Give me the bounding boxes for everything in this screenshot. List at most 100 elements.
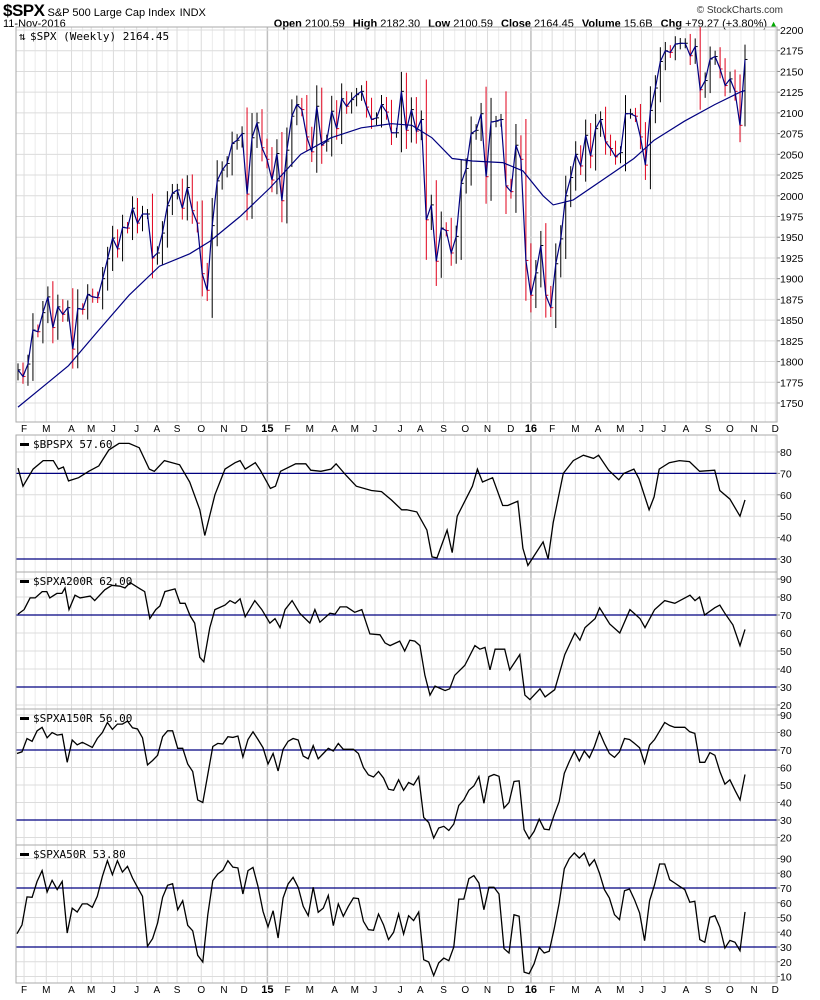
y-tick-label: 80 <box>780 447 792 459</box>
month-label: M <box>351 985 359 996</box>
y-tick-label: 1850 <box>780 315 804 327</box>
y-tick-label: 80 <box>780 868 792 880</box>
month-label: A <box>417 985 424 996</box>
month-label: N <box>220 985 227 996</box>
y-tick-label: 1925 <box>780 253 804 265</box>
month-label: J <box>372 985 377 996</box>
y-tick-label: 50 <box>780 646 792 658</box>
y-tick-label: 30 <box>780 554 792 566</box>
month-label: D <box>241 985 248 996</box>
month-label: J <box>661 985 666 996</box>
month-label: A <box>683 985 690 996</box>
x-axis-top: F M A M J J A S O N D 15 F M A M J J A S O N D 16 F M A M J J A S O N D <box>21 423 779 435</box>
month-label: O <box>726 985 734 996</box>
y-tick-label: 20 <box>780 833 792 845</box>
month-label: O <box>197 424 205 435</box>
y-tick-label: 1800 <box>780 357 804 369</box>
indicator-plot-4 <box>16 851 746 978</box>
month-label: J <box>398 985 403 996</box>
y-tick-label: 70 <box>780 883 792 895</box>
indicator-legend-label: $SPXA50R 53.80 <box>33 848 126 861</box>
indicator-line <box>16 851 746 978</box>
indicator-legend-3: $SPXA150R 56.00 <box>20 712 132 725</box>
month-label: J <box>398 424 403 435</box>
month-label: J <box>639 985 644 996</box>
month-label: A <box>417 424 424 435</box>
month-label: S <box>174 424 181 435</box>
y-tick-label: 2175 <box>780 46 804 58</box>
month-label: M <box>42 985 50 996</box>
month-label: 15 <box>261 423 273 435</box>
month-label: J <box>134 424 139 435</box>
panel-border <box>15 434 778 573</box>
indicator-plot-1 <box>17 442 746 567</box>
y-tick-label: 50 <box>780 511 792 523</box>
y-tick-label: 70 <box>780 610 792 622</box>
month-label: J <box>111 424 116 435</box>
month-label: A <box>331 424 338 435</box>
month-label: D <box>507 424 514 435</box>
month-label: J <box>639 424 644 435</box>
month-label: M <box>87 985 95 996</box>
panel-3: 20 30 40 50 60 70 80 90 <box>15 708 792 846</box>
y-tick-label: 2025 <box>780 170 804 182</box>
month-label: M <box>42 424 50 435</box>
y-tick-label: 1750 <box>780 398 804 410</box>
y-tick-label: 10 <box>780 972 792 984</box>
y-tick-label: 60 <box>780 898 792 910</box>
month-label: A <box>68 424 75 435</box>
month-label: M <box>571 424 579 435</box>
y-tick-label: 2150 <box>780 66 804 78</box>
y-tick-label: 70 <box>780 468 792 480</box>
symbol-name: S&P 500 Large Cap Index <box>47 7 176 19</box>
panel-2: 20 30 40 50 60 70 80 90 <box>15 571 792 712</box>
month-label: O <box>197 985 205 996</box>
month-label: O <box>461 424 469 435</box>
panel-0: 1750 1775 1800 1825 1850 1875 1900 1925 1950 1975… <box>15 25 804 423</box>
exchange: INDX <box>179 7 206 19</box>
month-label: S <box>174 985 181 996</box>
month-label: S <box>440 985 447 996</box>
y-tick-label: 80 <box>780 728 792 740</box>
y-tick-label: 30 <box>780 682 792 694</box>
ma40-line <box>17 89 746 408</box>
month-label: F <box>549 985 555 996</box>
month-label: J <box>111 985 116 996</box>
y-tick-label: 20 <box>780 700 792 712</box>
panel-border <box>15 26 778 423</box>
month-label: D <box>507 985 514 996</box>
month-label: A <box>68 985 75 996</box>
y-tick-label: 30 <box>780 815 792 827</box>
legend-swatch <box>20 853 29 856</box>
month-label: M <box>351 424 359 435</box>
month-label: F <box>21 424 27 435</box>
close-line <box>17 42 746 378</box>
y-tick-label: 2000 <box>780 191 804 203</box>
y-tick-label: 2125 <box>780 87 804 99</box>
month-label: D <box>241 424 248 435</box>
month-label: O <box>461 985 469 996</box>
month-label: S <box>705 985 712 996</box>
legend-swatch <box>20 443 29 446</box>
month-label: M <box>616 424 624 435</box>
month-label: M <box>616 985 624 996</box>
y-tick-label: 2075 <box>780 129 804 141</box>
panel-border <box>15 571 778 710</box>
triangle-up-icon: ▲ <box>769 19 778 29</box>
month-label: S <box>440 424 447 435</box>
indicator-legend-4: $SPXA50R 53.80 <box>20 848 126 861</box>
month-label: M <box>306 424 314 435</box>
y-tick-label: 80 <box>780 592 792 604</box>
month-label: F <box>285 985 291 996</box>
month-label: 15 <box>261 984 273 996</box>
month-label: A <box>154 985 161 996</box>
y-tick-label: 1825 <box>780 336 804 348</box>
month-label: F <box>549 424 555 435</box>
month-label: O <box>726 424 734 435</box>
panel-1: 30 40 50 60 70 80 <box>15 434 792 573</box>
month-label: J <box>661 424 666 435</box>
month-label: 16 <box>525 984 537 996</box>
legend-swatch <box>20 717 29 720</box>
y-tick-label: 50 <box>780 780 792 792</box>
